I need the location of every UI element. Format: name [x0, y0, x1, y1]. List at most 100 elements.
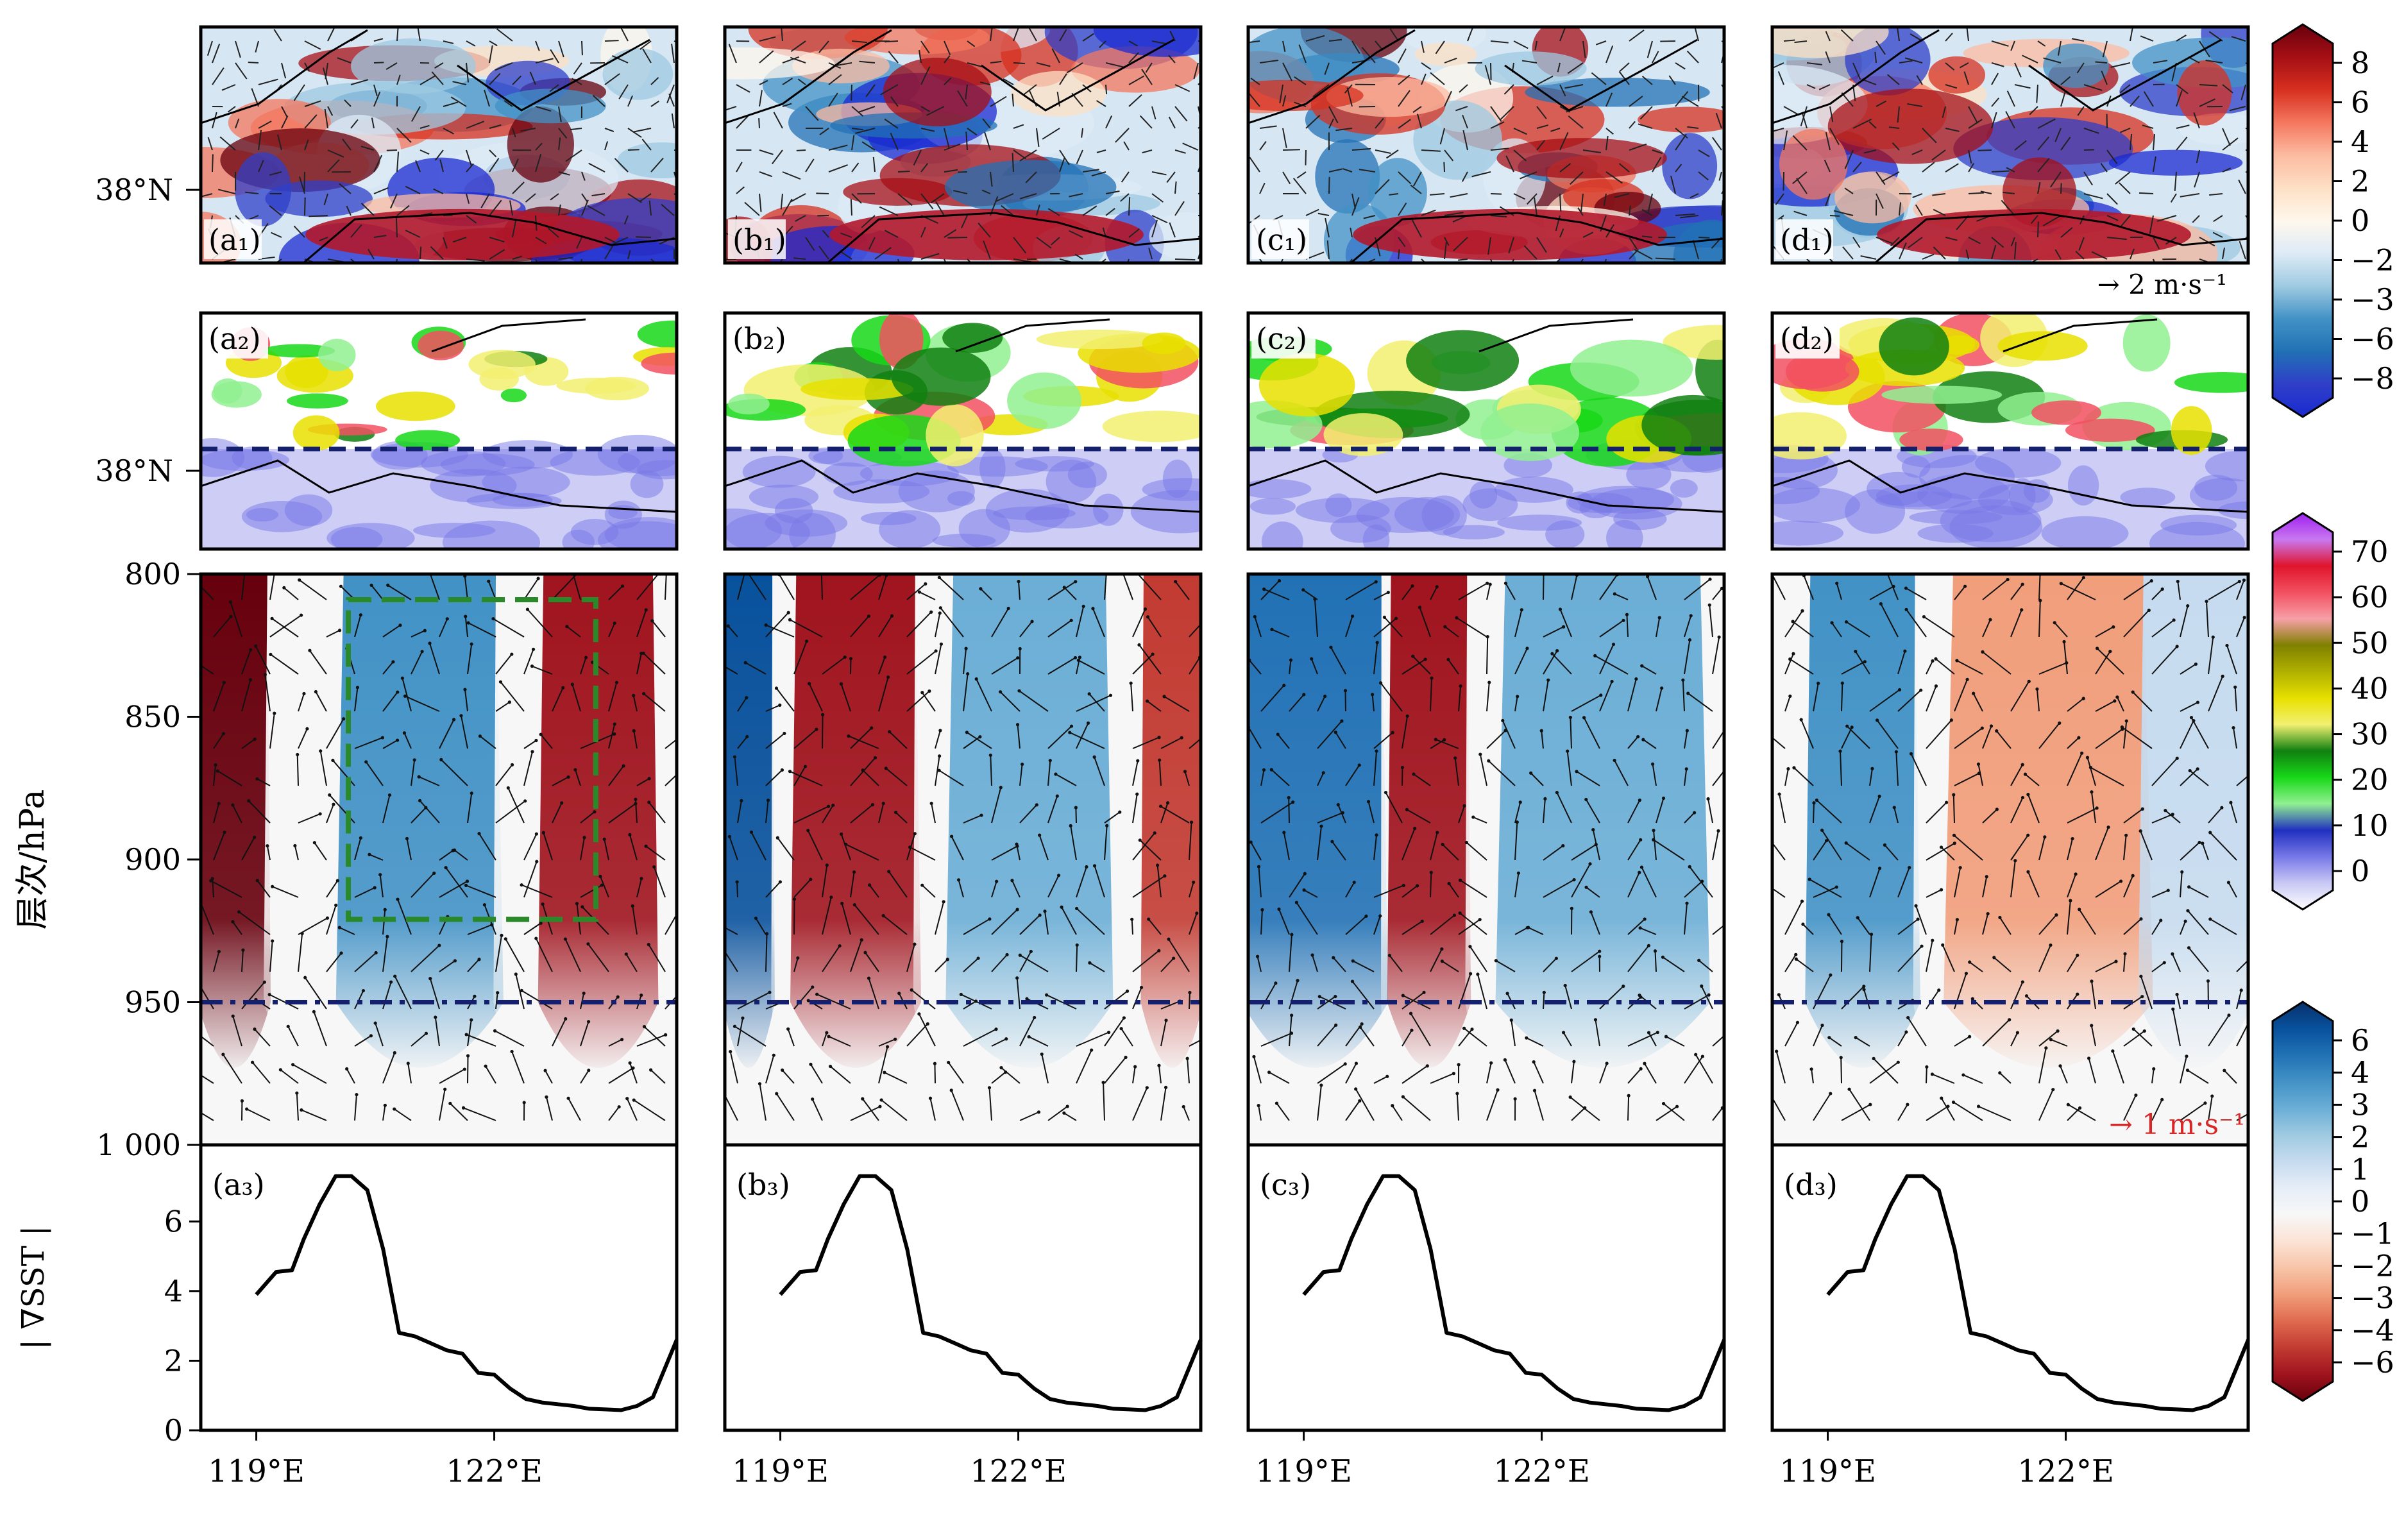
vector-head [400, 676, 404, 680]
vector-head [1546, 678, 1550, 682]
wind-vector [269, 205, 282, 216]
circulation-vector [1641, 867, 1657, 898]
vector-head [1413, 827, 1417, 831]
vector-head [1163, 874, 1167, 878]
wind-vector [1421, 62, 1432, 71]
circulation-vector [1310, 658, 1318, 675]
wind-vector [604, 141, 609, 151]
vector-head [2020, 795, 2025, 800]
wind-vector [965, 131, 968, 151]
circulation-vector [822, 656, 845, 675]
wind-vector [1282, 171, 1291, 185]
wind-vector [350, 224, 362, 238]
wind-vector [245, 191, 259, 194]
circulation-vector [523, 922, 541, 935]
circulation-vector [580, 1021, 589, 1047]
circulation-vector [868, 977, 879, 1010]
circulation-vector [213, 765, 217, 786]
vector-head [444, 866, 448, 870]
vector-head [1794, 957, 1798, 961]
wind-vector [2078, 237, 2085, 251]
circulation-vector [951, 1090, 964, 1121]
vector-head [942, 900, 945, 904]
circulation-vector [429, 643, 440, 675]
circulation-vector [319, 750, 327, 786]
circulation-vector [1849, 1088, 1870, 1121]
circulation-vector [665, 913, 677, 935]
circulation-vector [495, 764, 513, 786]
circulation-vector [1530, 772, 1544, 786]
vector-head [1054, 772, 1058, 776]
wind-vector [2130, 133, 2133, 151]
vector-head [1165, 801, 1170, 805]
wind-vector [2119, 182, 2131, 194]
circulation-vector [906, 650, 936, 675]
circulation-vector [269, 940, 273, 972]
circulation-vector [1018, 581, 1021, 600]
vector-head [214, 763, 217, 767]
circulation-vector [1314, 598, 1318, 638]
circulation-vector [1684, 903, 1688, 935]
circulation-vector [511, 1051, 525, 1084]
circulation-vector [382, 740, 398, 749]
wind-vector [931, 193, 945, 203]
wind-vector [322, 67, 328, 85]
wind-vector [2176, 137, 2188, 151]
circulation-vector [354, 887, 375, 898]
vector-head [217, 802, 221, 806]
vector-head [464, 614, 468, 618]
circulation-vector [1402, 659, 1426, 675]
wind-vector [2222, 247, 2225, 260]
wind-vector [535, 58, 554, 63]
wind-vector [258, 160, 264, 173]
circulation-vector [1543, 879, 1575, 898]
wind-vector [1618, 71, 1630, 85]
vector-head [278, 1068, 282, 1072]
circulation-vector [326, 629, 341, 638]
wind-vector [1652, 51, 1659, 63]
circulation-vector [906, 611, 932, 638]
vector-head [1443, 738, 1446, 741]
vector-head [1359, 1025, 1362, 1029]
circulation-vector [1380, 682, 1403, 712]
wind-vector [1059, 157, 1065, 173]
wind-vector [828, 144, 848, 151]
cross-section-panel [723, 572, 1214, 1147]
vector-head [1468, 972, 1473, 976]
vector-head [884, 766, 888, 770]
circulation-vector [552, 776, 569, 786]
wind-vector [1604, 258, 1607, 263]
map-panel-row1: (c₁) [1246, 25, 1726, 265]
lat-tick-label: 38°N [95, 173, 173, 207]
vector-head [1777, 993, 1781, 997]
circulation-vector [991, 1038, 1007, 1047]
vector-head [1146, 699, 1149, 703]
vector-head [976, 956, 980, 960]
convective-echo [468, 350, 536, 379]
vector-head [2140, 995, 2144, 999]
circulation-vector [217, 770, 242, 786]
anomaly-column [1387, 574, 1471, 1068]
circulation-vector [2088, 1058, 2096, 1084]
vector-head [1487, 681, 1491, 684]
colorbar-tick-label: −6 [2351, 322, 2394, 357]
wind-vector [1520, 171, 1537, 180]
circulation-vector [822, 715, 824, 749]
convective-echo [1997, 331, 2088, 361]
wind-vector [1559, 163, 1571, 173]
wind-vector [1193, 62, 1199, 80]
vector-head [286, 1024, 290, 1028]
vector-head [1211, 1032, 1214, 1035]
map-field [1772, 27, 2248, 263]
circulation-vector [1599, 620, 1624, 638]
wind-vector [1142, 149, 1153, 154]
circulation-vector [2140, 831, 2153, 861]
wind-vector [1351, 197, 1360, 216]
anomaly-blob [1772, 27, 1889, 58]
wind-vector [480, 193, 490, 208]
circulation-vector [1089, 962, 1105, 972]
radar-panel: (b₂) [723, 311, 1203, 551]
vector-head [928, 1096, 933, 1100]
anomaly-blob [1315, 139, 1380, 214]
circulation-vector [1795, 958, 1814, 972]
